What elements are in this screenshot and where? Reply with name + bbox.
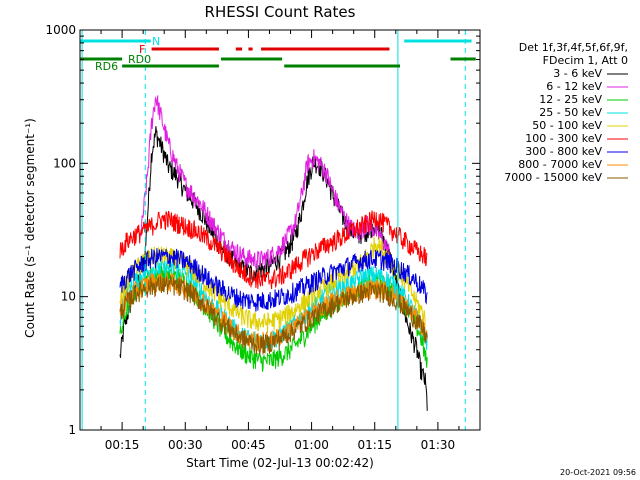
series-line-7000-15000keV [119,274,428,355]
chart-title: RHESSI Count Rates [205,3,356,21]
series-line-100-300keV [119,210,428,290]
flag-label-F: F [139,43,145,56]
x-tick-label: 00:45 [231,438,266,452]
legend-label: 12 - 25 keV [539,93,602,106]
legend-header-line: FDecim 1, Att 0 [543,54,628,67]
series-line-300-800keV [119,248,428,312]
y-tick-label: 1000 [45,23,76,37]
y-tick-label: 10 [61,290,76,304]
legend-label: 3 - 6 keV [553,67,602,80]
x-tick-label: 00:30 [168,438,203,452]
y-tick-label: 100 [53,156,76,170]
x-tick-label: 01:15 [357,438,392,452]
x-axis-label: Start Time (02-Jul-13 00:02:42) [186,456,374,470]
flag-label-RD6: RD6 [95,60,118,73]
y-axis-label: Count Rate (s⁻¹ detector segment⁻¹) [23,118,37,338]
legend-label: 50 - 100 keV [532,119,602,132]
series-line-25-50keV [119,258,428,352]
x-tick-label: 01:00 [294,438,329,452]
legend-label: 7000 - 15000 keV [504,171,602,184]
x-tick-label: 00:15 [105,438,140,452]
legend-label: 300 - 800 keV [525,145,602,158]
y-tick-label: 1 [68,423,76,437]
legend-label: 800 - 7000 keV [518,158,602,171]
legend-header-line: Det 1f,3f,4f,5f,6f,9f, [519,41,628,54]
footer-date: 20-Oct-2021 09:56 [560,468,636,477]
x-tick-label: 01:30 [421,438,456,452]
legend-label: 100 - 300 keV [525,132,602,145]
flag-label-RD0: RD0 [128,53,151,66]
legend-label: 25 - 50 keV [539,106,602,119]
flag-label-N: N [152,35,160,48]
plot-frame [79,29,481,431]
series-line-800-7000keV [119,272,428,352]
series-line-50-100keV [119,236,426,333]
legend-label: 6 - 12 keV [546,80,602,93]
